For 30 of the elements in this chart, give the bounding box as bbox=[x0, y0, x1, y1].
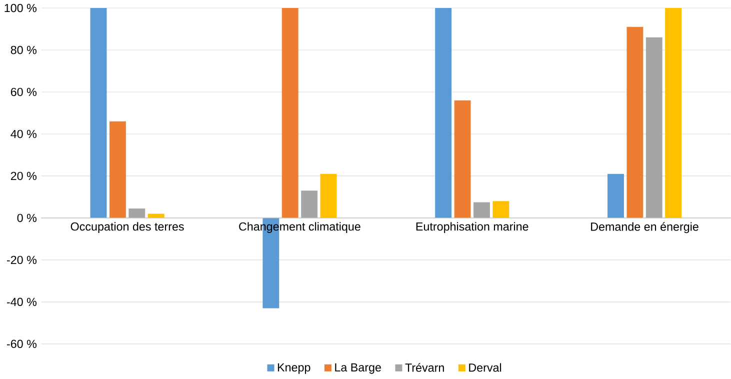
bar bbox=[109, 121, 126, 218]
x-tick-label: Occupation des terres bbox=[70, 222, 184, 233]
x-tick-label: Eutrophisation marine bbox=[416, 222, 528, 233]
legend-label: La Barge bbox=[335, 363, 381, 374]
bar bbox=[301, 190, 318, 218]
legend-label: Derval bbox=[469, 363, 502, 372]
y-tick-label: 0 % bbox=[17, 214, 37, 222]
y-tick-label: 40 % bbox=[10, 130, 37, 138]
bar bbox=[492, 201, 510, 218]
y-tick-label: -40 % bbox=[7, 298, 37, 306]
bar bbox=[320, 174, 337, 218]
y-tick-label: 100 % bbox=[4, 4, 37, 12]
y-tick-label: -20 % bbox=[7, 256, 37, 264]
bar bbox=[282, 8, 298, 218]
legend-label: Knepp bbox=[278, 363, 310, 374]
y-tick-label: 20 % bbox=[10, 172, 37, 180]
bar bbox=[454, 100, 471, 218]
bar bbox=[608, 174, 624, 218]
legend-label: Trévarn bbox=[405, 363, 444, 372]
bar bbox=[665, 8, 682, 218]
x-tick-label: Demande en énergie bbox=[591, 222, 698, 234]
y-tick-label: -60 % bbox=[7, 340, 37, 348]
bar bbox=[646, 37, 662, 218]
y-tick-label: 60 % bbox=[10, 88, 37, 96]
y-tick-label: 80 % bbox=[10, 46, 37, 54]
bar bbox=[626, 26, 644, 218]
bar bbox=[90, 8, 107, 218]
bar bbox=[128, 208, 146, 218]
bar bbox=[435, 8, 452, 218]
bar bbox=[473, 202, 490, 218]
